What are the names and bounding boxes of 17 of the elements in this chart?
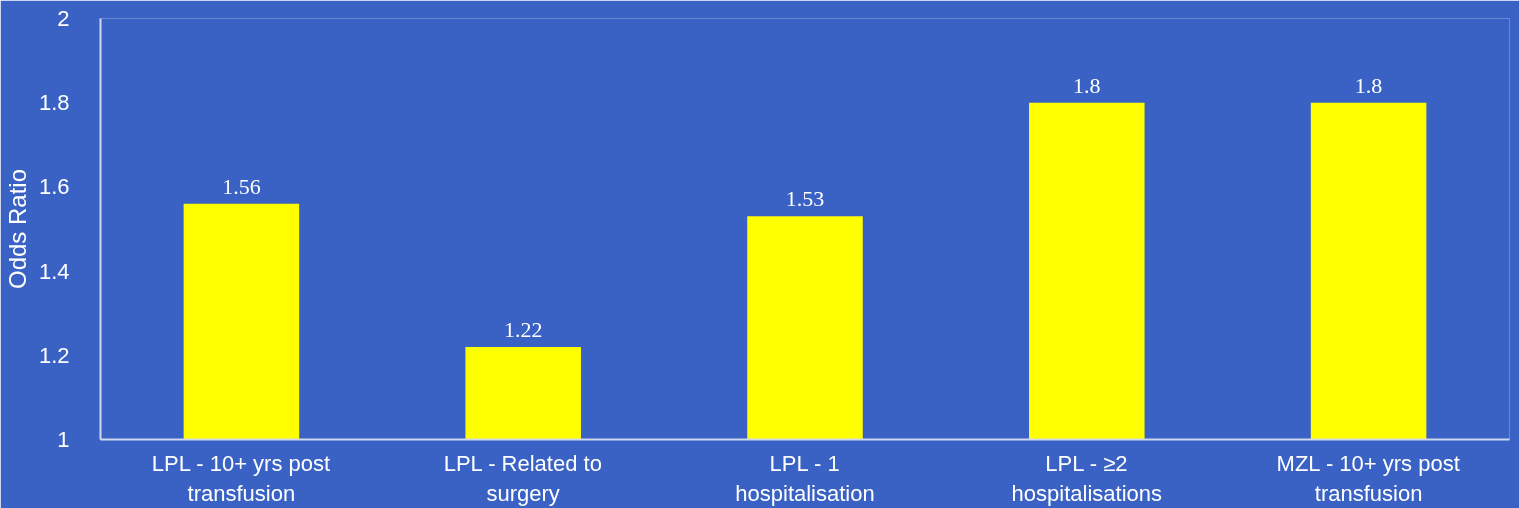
data-label: 1.56 xyxy=(222,173,261,199)
y-tick-label: 1.4 xyxy=(38,258,70,284)
y-tick-label: 1 xyxy=(57,427,70,452)
x-tick-label: LPL - Related to surgery xyxy=(443,450,602,506)
y-tick-label: 1.2 xyxy=(38,342,70,368)
data-label: 1.8 xyxy=(1354,72,1383,98)
x-tick-label: LPL - 10+ yrs post transfusion xyxy=(151,450,331,506)
y-tick-label: 2 xyxy=(57,6,70,31)
x-tick-label: MZL - 10+ yrs post transfusion xyxy=(1276,450,1460,506)
y-axis-title: Odds Ratio xyxy=(3,168,31,290)
data-label: 1.53 xyxy=(785,186,825,212)
x-tick-label: LPL - 1 hospitalisation xyxy=(735,450,875,506)
y-tick-label: 1.6 xyxy=(38,174,70,200)
data-label: 1.8 xyxy=(1073,72,1101,98)
x-tick-label: LPL - ≥2 hospitalisations xyxy=(1011,450,1163,506)
y-tick-label: 1.8 xyxy=(38,90,70,116)
data-label: 1.22 xyxy=(503,316,543,342)
